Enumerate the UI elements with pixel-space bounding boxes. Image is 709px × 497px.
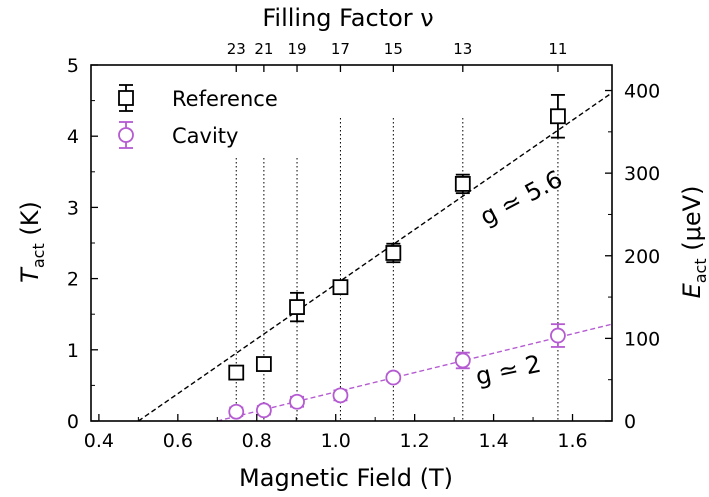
reference-point	[385, 242, 402, 264]
circle-marker	[550, 327, 566, 344]
circle-marker	[228, 403, 245, 420]
cavity-point	[454, 351, 471, 370]
x-tick-label: 0.4	[84, 430, 114, 452]
fit-line	[137, 92, 613, 422]
y-left-tick-label: 2	[67, 269, 79, 291]
square-marker	[385, 245, 402, 261]
square-marker	[454, 176, 471, 192]
y-axis-title-left: Tact (K)	[16, 201, 48, 283]
y-axis-title-right: Eact (μeV)	[678, 186, 709, 299]
y-left-tick-label: 1	[67, 340, 79, 362]
reference-point	[550, 94, 566, 139]
circle-marker	[255, 402, 272, 419]
x-axis-title: Magnetic Field (T)	[239, 464, 453, 492]
legend-circle-marker	[118, 127, 134, 143]
reference-point	[332, 279, 349, 296]
axis-ticks: 0.4 0.6 0.8 1.0 1.2 1.4 1.60123450100200300400…	[67, 40, 660, 452]
top-tick-label: 13	[453, 40, 472, 58]
x-tick-label: 1.2	[400, 430, 430, 452]
top-tick-label: 15	[384, 40, 403, 58]
legend: Reference Cavity	[118, 84, 278, 149]
x-tick-label: 1.0	[321, 430, 351, 452]
square-marker	[255, 356, 272, 372]
top-tick-label: 23	[227, 40, 246, 58]
top-axis-title: Filling Factor ν	[262, 4, 433, 32]
cavity-point	[332, 387, 349, 404]
y-left-tick-label: 0	[67, 411, 79, 433]
legend-item: Cavity	[118, 121, 238, 149]
legend-label: Reference	[172, 87, 278, 111]
y-left-tick-label: 5	[67, 55, 79, 77]
circle-marker	[289, 393, 305, 410]
top-tick-label: 11	[548, 40, 567, 58]
y-left-tick-label: 4	[67, 126, 79, 148]
y-right-tick-label: 200	[624, 246, 660, 268]
reference-point	[255, 356, 272, 372]
square-marker	[289, 299, 305, 315]
top-tick-label: 21	[254, 40, 273, 58]
legend-label: Cavity	[172, 124, 238, 148]
legend-square-marker	[118, 90, 134, 106]
fit-line	[217, 323, 613, 422]
top-tick-label: 19	[287, 40, 306, 58]
circle-marker	[454, 352, 471, 369]
cavity-point	[255, 402, 272, 419]
circle-marker	[385, 369, 402, 386]
y-right-tick-label: 400	[624, 81, 660, 103]
cavity-point	[228, 403, 245, 420]
y-right-tick-label: 100	[624, 328, 660, 350]
x-tick-label: 1.4	[478, 430, 508, 452]
cavity-point	[550, 323, 566, 348]
y-right-tick-label: 0	[624, 411, 636, 433]
top-tick-label: 17	[331, 40, 350, 58]
cavity-point	[385, 369, 402, 386]
legend-item: Reference	[118, 84, 278, 112]
reference-point	[454, 173, 471, 195]
square-marker	[550, 108, 566, 125]
x-tick-label: 0.6	[163, 430, 193, 452]
fit-lines	[137, 92, 613, 422]
reference-point	[228, 364, 245, 381]
square-marker	[332, 279, 349, 296]
reference-point	[289, 291, 305, 323]
y-right-tick-label: 300	[624, 163, 660, 185]
square-marker	[228, 364, 245, 381]
x-tick-label: 0.8	[242, 430, 272, 452]
data-points	[228, 94, 566, 420]
fit-label-reference: g ≃ 5.6	[475, 165, 567, 231]
x-tick-label: 1.6	[557, 430, 587, 452]
y-left-tick-label: 3	[67, 197, 79, 219]
circle-marker	[332, 387, 349, 404]
cavity-point	[289, 393, 305, 410]
